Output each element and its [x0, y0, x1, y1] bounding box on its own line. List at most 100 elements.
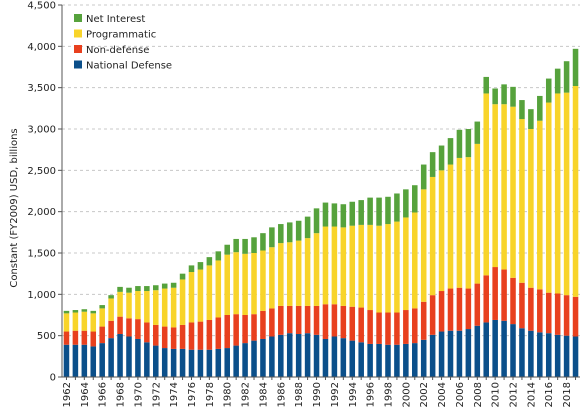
y-tick-label: 3,000	[27, 125, 56, 136]
bar-segment-programmatic	[563, 92, 570, 296]
x-tick-label: 1964	[80, 382, 91, 407]
bar-segment-net-interest	[161, 283, 168, 289]
bar-segment-national-defense	[170, 348, 177, 377]
bar-segment-national-defense	[340, 338, 347, 377]
x-tick-label: 1974	[169, 382, 180, 407]
bar-segment-national-defense	[215, 348, 222, 377]
bar-segment-programmatic	[251, 253, 257, 315]
bar-segment-programmatic	[170, 287, 177, 328]
bar-segment-non-defense	[394, 312, 400, 345]
bar-segment-national-defense	[519, 328, 525, 377]
bar-segment-non-defense	[63, 331, 70, 345]
bar-segment-programmatic	[376, 225, 382, 313]
bar-segment-programmatic	[161, 288, 168, 327]
x-tick-label: 1986	[276, 382, 287, 407]
bar-segment-net-interest	[153, 285, 159, 291]
bar-segment-non-defense	[251, 314, 257, 341]
bar-segment-non-defense	[206, 319, 213, 350]
bar-segment-non-defense	[537, 289, 543, 333]
bar-segment-net-interest	[349, 201, 356, 226]
bar-segment-net-interest	[492, 88, 498, 105]
bar-segment-net-interest	[278, 224, 284, 244]
x-tick-label: 1996	[366, 382, 377, 407]
bar-segment-national-defense	[385, 344, 391, 377]
x-tick-label: 1980	[223, 382, 234, 407]
bar-segment-programmatic	[215, 260, 222, 318]
x-tick-label: 2016	[544, 382, 555, 407]
bar-segment-programmatic	[260, 250, 266, 311]
bar-segment-programmatic	[510, 106, 516, 278]
bar-segment-national-defense	[403, 343, 409, 377]
bar-segment-non-defense	[126, 318, 132, 337]
bar-segment-non-defense	[438, 291, 445, 332]
bar-segment-net-interest	[403, 189, 409, 218]
bar-segment-net-interest	[170, 282, 177, 288]
bar-segment-non-defense	[367, 310, 373, 344]
bar-segment-programmatic	[99, 308, 105, 327]
bar-segment-non-defense	[304, 305, 311, 334]
bar-segment-programmatic	[331, 226, 338, 305]
bar-segment-programmatic	[269, 247, 275, 309]
bar-segment-non-defense	[376, 312, 382, 344]
bar-segment-programmatic	[456, 157, 463, 288]
bar-segment-net-interest	[367, 197, 373, 225]
bar-segment-national-defense	[260, 338, 266, 377]
bar-segment-net-interest	[429, 152, 436, 177]
bar-segment-national-defense	[233, 345, 239, 377]
bar-segment-programmatic	[420, 189, 427, 302]
bar-segment-non-defense	[197, 321, 204, 350]
bar-layer	[63, 48, 579, 377]
bar-segment-programmatic	[340, 227, 347, 306]
bar-segment-programmatic	[501, 104, 507, 270]
bar-segment-national-defense	[286, 333, 293, 377]
bar-segment-non-defense	[403, 310, 409, 344]
bar-segment-national-defense	[206, 349, 213, 377]
bar-segment-programmatic	[537, 120, 543, 290]
y-tick-label: 1,500	[27, 249, 56, 260]
x-tick-label: 1978	[205, 382, 216, 407]
bar-segment-net-interest	[233, 238, 239, 253]
bar-segment-non-defense	[554, 293, 561, 335]
bar-segment-national-defense	[295, 334, 302, 377]
legend-label: National Defense	[86, 61, 172, 72]
bar-segment-programmatic	[278, 243, 284, 306]
bar-segment-programmatic	[108, 298, 114, 321]
y-axis-title: Constant (FY2009) USD, billions	[9, 128, 20, 287]
x-tick-label: 1990	[312, 382, 323, 407]
bar-segment-programmatic	[349, 225, 356, 307]
bar-segment-net-interest	[572, 48, 579, 87]
y-tick-label: 2,500	[27, 166, 56, 177]
bar-segment-programmatic	[492, 104, 498, 268]
bar-segment-net-interest	[215, 251, 222, 261]
bar-segment-national-defense	[483, 322, 489, 377]
y-tick-label: 0	[50, 373, 56, 384]
bar-segment-national-defense	[117, 334, 123, 377]
x-tick-label: 1998	[383, 382, 394, 407]
bar-segment-programmatic	[117, 291, 123, 317]
bar-segment-programmatic	[403, 217, 409, 311]
bar-segment-programmatic	[126, 292, 132, 319]
bar-segment-programmatic	[554, 93, 561, 294]
bar-segment-non-defense	[295, 305, 302, 335]
legend-label: Programmatic	[86, 30, 156, 41]
y-tick-label: 4,000	[27, 42, 56, 53]
bar-segment-national-defense	[438, 331, 445, 377]
bar-segment-non-defense	[519, 282, 525, 329]
bar-segment-non-defense	[331, 304, 338, 337]
legend-label: Net Interest	[86, 14, 145, 25]
bar-segment-national-defense	[528, 330, 534, 377]
bar-segment-national-defense	[429, 334, 436, 377]
bar-segment-programmatic	[429, 176, 436, 296]
bar-segment-non-defense	[108, 320, 114, 339]
bar-segment-national-defense	[90, 346, 97, 377]
bar-segment-national-defense	[358, 342, 364, 377]
bar-segment-non-defense	[412, 308, 418, 344]
bar-segment-net-interest	[313, 208, 320, 234]
bar-segment-national-defense	[179, 348, 186, 377]
bar-segment-non-defense	[572, 296, 579, 337]
bar-segment-national-defense	[313, 334, 320, 377]
bar-segment-programmatic	[206, 265, 213, 320]
bar-segment-non-defense	[144, 322, 150, 343]
bar-segment-non-defense	[99, 326, 105, 344]
